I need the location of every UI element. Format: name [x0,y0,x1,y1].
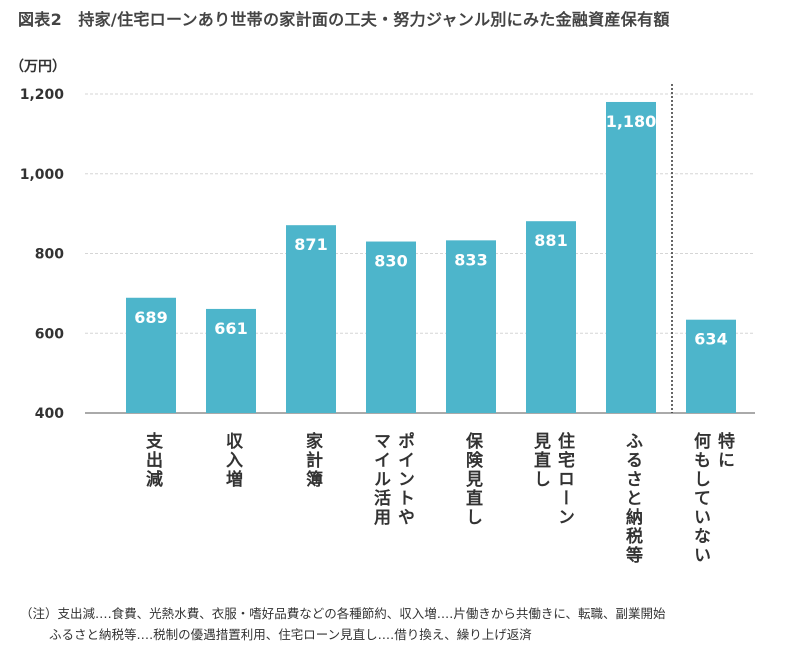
bar [206,308,256,413]
data-label: 881 [534,231,567,250]
y-tick-label: 400 [35,406,64,422]
notes: （注）支出減‥‥食費、光熱水費、衣服・嗜好品費などの各種節約、収入増‥‥片働きか… [20,603,666,645]
category-label: 保険見直し [462,432,482,527]
data-label: 830 [374,252,407,271]
bar [686,319,736,413]
note-line: （注）支出減‥‥食費、光熱水費、衣服・嗜好品費などの各種節約、収入増‥‥片働きか… [20,606,666,621]
data-label: 871 [294,235,327,254]
bar [366,241,416,413]
y-tick-label: 600 [35,326,64,342]
note-line: ふるさと納税等‥‥税制の優遇措置利用、住宅ローン見直し‥‥借り換え、繰り上げ返済 [49,627,532,642]
category-label: 収入増 [222,432,242,489]
bar [126,297,176,413]
bar [446,240,496,413]
category-label: 家計簿 [302,432,322,489]
y-tick-label: 800 [35,247,64,263]
y-tick-label: 1,000 [20,167,65,183]
y-axis-unit-label: （万円） [10,59,66,75]
data-label: 689 [134,308,167,327]
bar [286,225,336,413]
category-label: 支出減 [142,432,162,489]
category-label: ふるさと納税等 [622,432,642,565]
data-label: 634 [694,330,727,349]
y-tick-label: 1,200 [20,87,65,103]
category-label: ポイントや マイル活用 [370,432,414,527]
chart-title: 図表2 持家/住宅ローンあり世帯の家計面の工夫・努力ジャンル別にみた金融資産保有… [18,10,670,29]
bar [526,221,576,413]
data-label: 833 [454,250,487,269]
data-label: 661 [214,319,247,338]
category-label: 住宅ローン 見直し [530,432,574,527]
bar [606,101,656,413]
data-label: 1,180 [606,112,657,131]
category-label: 特に 何もしていない [690,432,734,565]
